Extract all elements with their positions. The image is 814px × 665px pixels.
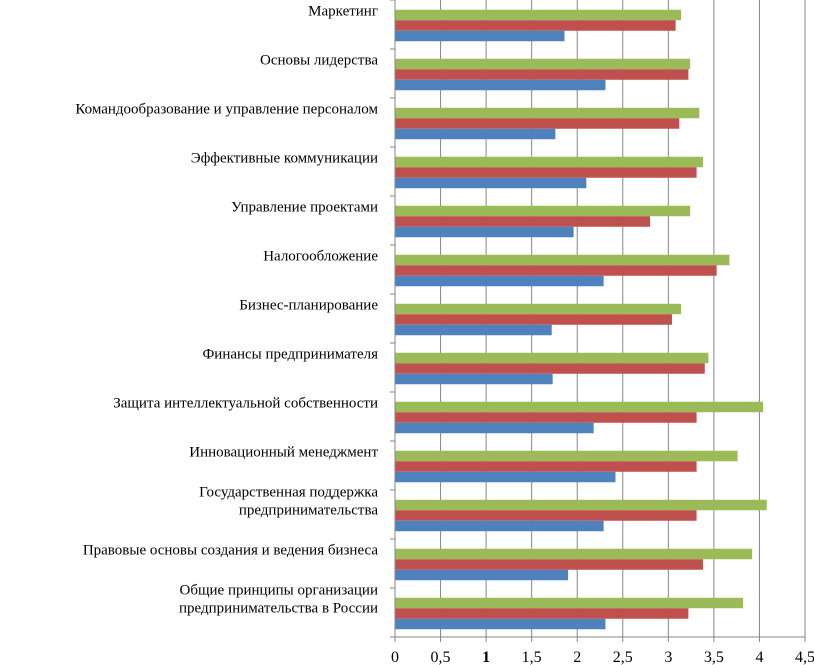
bar-series-1-4 (395, 205, 691, 217)
bar-series-2-7 (395, 363, 705, 374)
bar-series-3-6 (395, 324, 552, 336)
bar-series-1-3 (395, 156, 703, 168)
bar-series-1-2 (395, 107, 700, 119)
category-labels: Маркетинг Основы лидерства Командообразова… (75, 4, 378, 617)
bar-series-2-3 (395, 167, 697, 178)
x-tick-label-2: 1 (482, 649, 490, 665)
bar-series-2-4 (395, 216, 651, 227)
category-label-12: Общие принципы организации предпринимател… (179, 583, 378, 617)
bar-series-1-12 (395, 597, 744, 609)
category-label-10: Государственная поддержка предприниматель… (199, 485, 378, 519)
x-tick-label-8: 4 (755, 649, 763, 665)
bar-series-3-2 (395, 128, 556, 140)
x-tick-label-0: 0 (391, 649, 399, 665)
category-label-line: предпринимательства (239, 503, 379, 519)
category-label-line: Командообразование и управление персонал… (75, 102, 378, 118)
bar-series-1-6 (395, 303, 682, 315)
x-tick-label-9: 4,5 (795, 649, 814, 665)
x-tick-label-1: 0,5 (431, 649, 451, 665)
bar-series-3-5 (395, 275, 604, 287)
bar-series-3-7 (395, 373, 553, 385)
category-label-line: Финансы предпринимателя (202, 347, 378, 363)
bar-series-3-3 (395, 177, 587, 189)
category-label-line: Инновационный менеджмент (189, 445, 378, 461)
bar-series-2-5 (395, 265, 717, 276)
bar-series-1-10 (395, 499, 767, 511)
x-tick-label-3: 1,5 (522, 649, 542, 665)
bar-series-1-9 (395, 450, 738, 462)
bar-series-2-6 (395, 314, 672, 325)
category-label-3: Эффективные коммуникации (191, 151, 378, 167)
bar-series-3-4 (395, 226, 574, 238)
bar-series-2-11 (395, 559, 703, 570)
bar-series-3-9 (395, 471, 616, 483)
x-tick-labels: 0 0,5 1 1,5 2 2,5 3 3,5 4 4,5 (391, 649, 814, 665)
bar-series-2-9 (395, 461, 697, 472)
category-label-line: предпринимательства в России (179, 601, 378, 617)
bar-series-2-1 (395, 69, 689, 80)
bar-series-3-0 (395, 30, 565, 42)
category-label-5: Налогообложение (263, 249, 378, 265)
bar-series-3-12 (395, 618, 606, 630)
bar-series-1-0 (395, 9, 682, 21)
bar-series-1-8 (395, 401, 764, 413)
bar-series-1-1 (395, 58, 691, 70)
category-label-6: Бизнес-планирование (239, 298, 378, 314)
bar-series-3-1 (395, 79, 606, 91)
x-tick-label-7: 3,5 (704, 649, 724, 665)
bar-series-2-12 (395, 608, 689, 619)
category-label-line: Правовые основы создания и ведения бизне… (83, 543, 379, 559)
category-label-line: Бизнес-планирование (239, 298, 378, 314)
category-label-line: Управление проектами (231, 200, 378, 216)
category-label-line: Эффективные коммуникации (191, 151, 378, 167)
x-tick-label-5: 2,5 (613, 649, 633, 665)
axes (390, 0, 806, 642)
bar-series-2-2 (395, 118, 680, 129)
bars (395, 9, 767, 630)
bar-series-3-10 (395, 520, 604, 532)
bar-series-1-7 (395, 352, 709, 364)
bar-series-2-8 (395, 412, 697, 423)
category-label-11: Правовые основы создания и ведения бизне… (83, 543, 379, 559)
category-label-line: Общие принципы организации (180, 583, 378, 599)
category-label-8: Защита интеллектуальной собственности (113, 396, 378, 412)
bar-series-2-0 (395, 20, 676, 31)
category-label-4: Управление проектами (231, 200, 378, 216)
x-tick-label-4: 2 (573, 649, 581, 665)
x-tick-label-6: 3 (664, 649, 672, 665)
category-label-1: Основы лидерства (260, 53, 378, 69)
category-label-line: Государственная поддержка (199, 485, 378, 501)
category-label-9: Инновационный менеджмент (189, 445, 378, 461)
category-label-line: Маркетинг (308, 4, 378, 20)
category-label-line: Налогообложение (263, 249, 378, 265)
bar-series-3-11 (395, 569, 569, 581)
bar-series-3-8 (395, 422, 594, 434)
category-label-0: Маркетинг (308, 4, 378, 20)
category-label-line: Основы лидерства (260, 53, 378, 69)
category-label-7: Финансы предпринимателя (202, 347, 378, 363)
bar-series-2-10 (395, 510, 697, 521)
category-label-2: Командообразование и управление персонал… (75, 102, 378, 118)
bar-series-1-11 (395, 548, 753, 560)
bar-series-1-5 (395, 254, 730, 266)
category-label-line: Защита интеллектуальной собственности (113, 396, 378, 412)
